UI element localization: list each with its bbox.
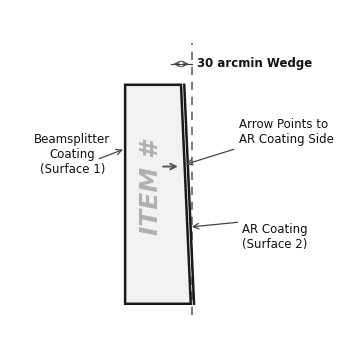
Text: ITEM #: ITEM #	[139, 140, 163, 234]
Text: Beamsplitter
Coating
(Surface 1): Beamsplitter Coating (Surface 1)	[34, 132, 110, 176]
Text: 30 arcmin Wedge: 30 arcmin Wedge	[197, 57, 312, 69]
Polygon shape	[125, 85, 191, 304]
Text: Arrow Points to
AR Coating Side: Arrow Points to AR Coating Side	[239, 118, 334, 146]
Text: AR Coating
(Surface 2): AR Coating (Surface 2)	[242, 223, 307, 251]
